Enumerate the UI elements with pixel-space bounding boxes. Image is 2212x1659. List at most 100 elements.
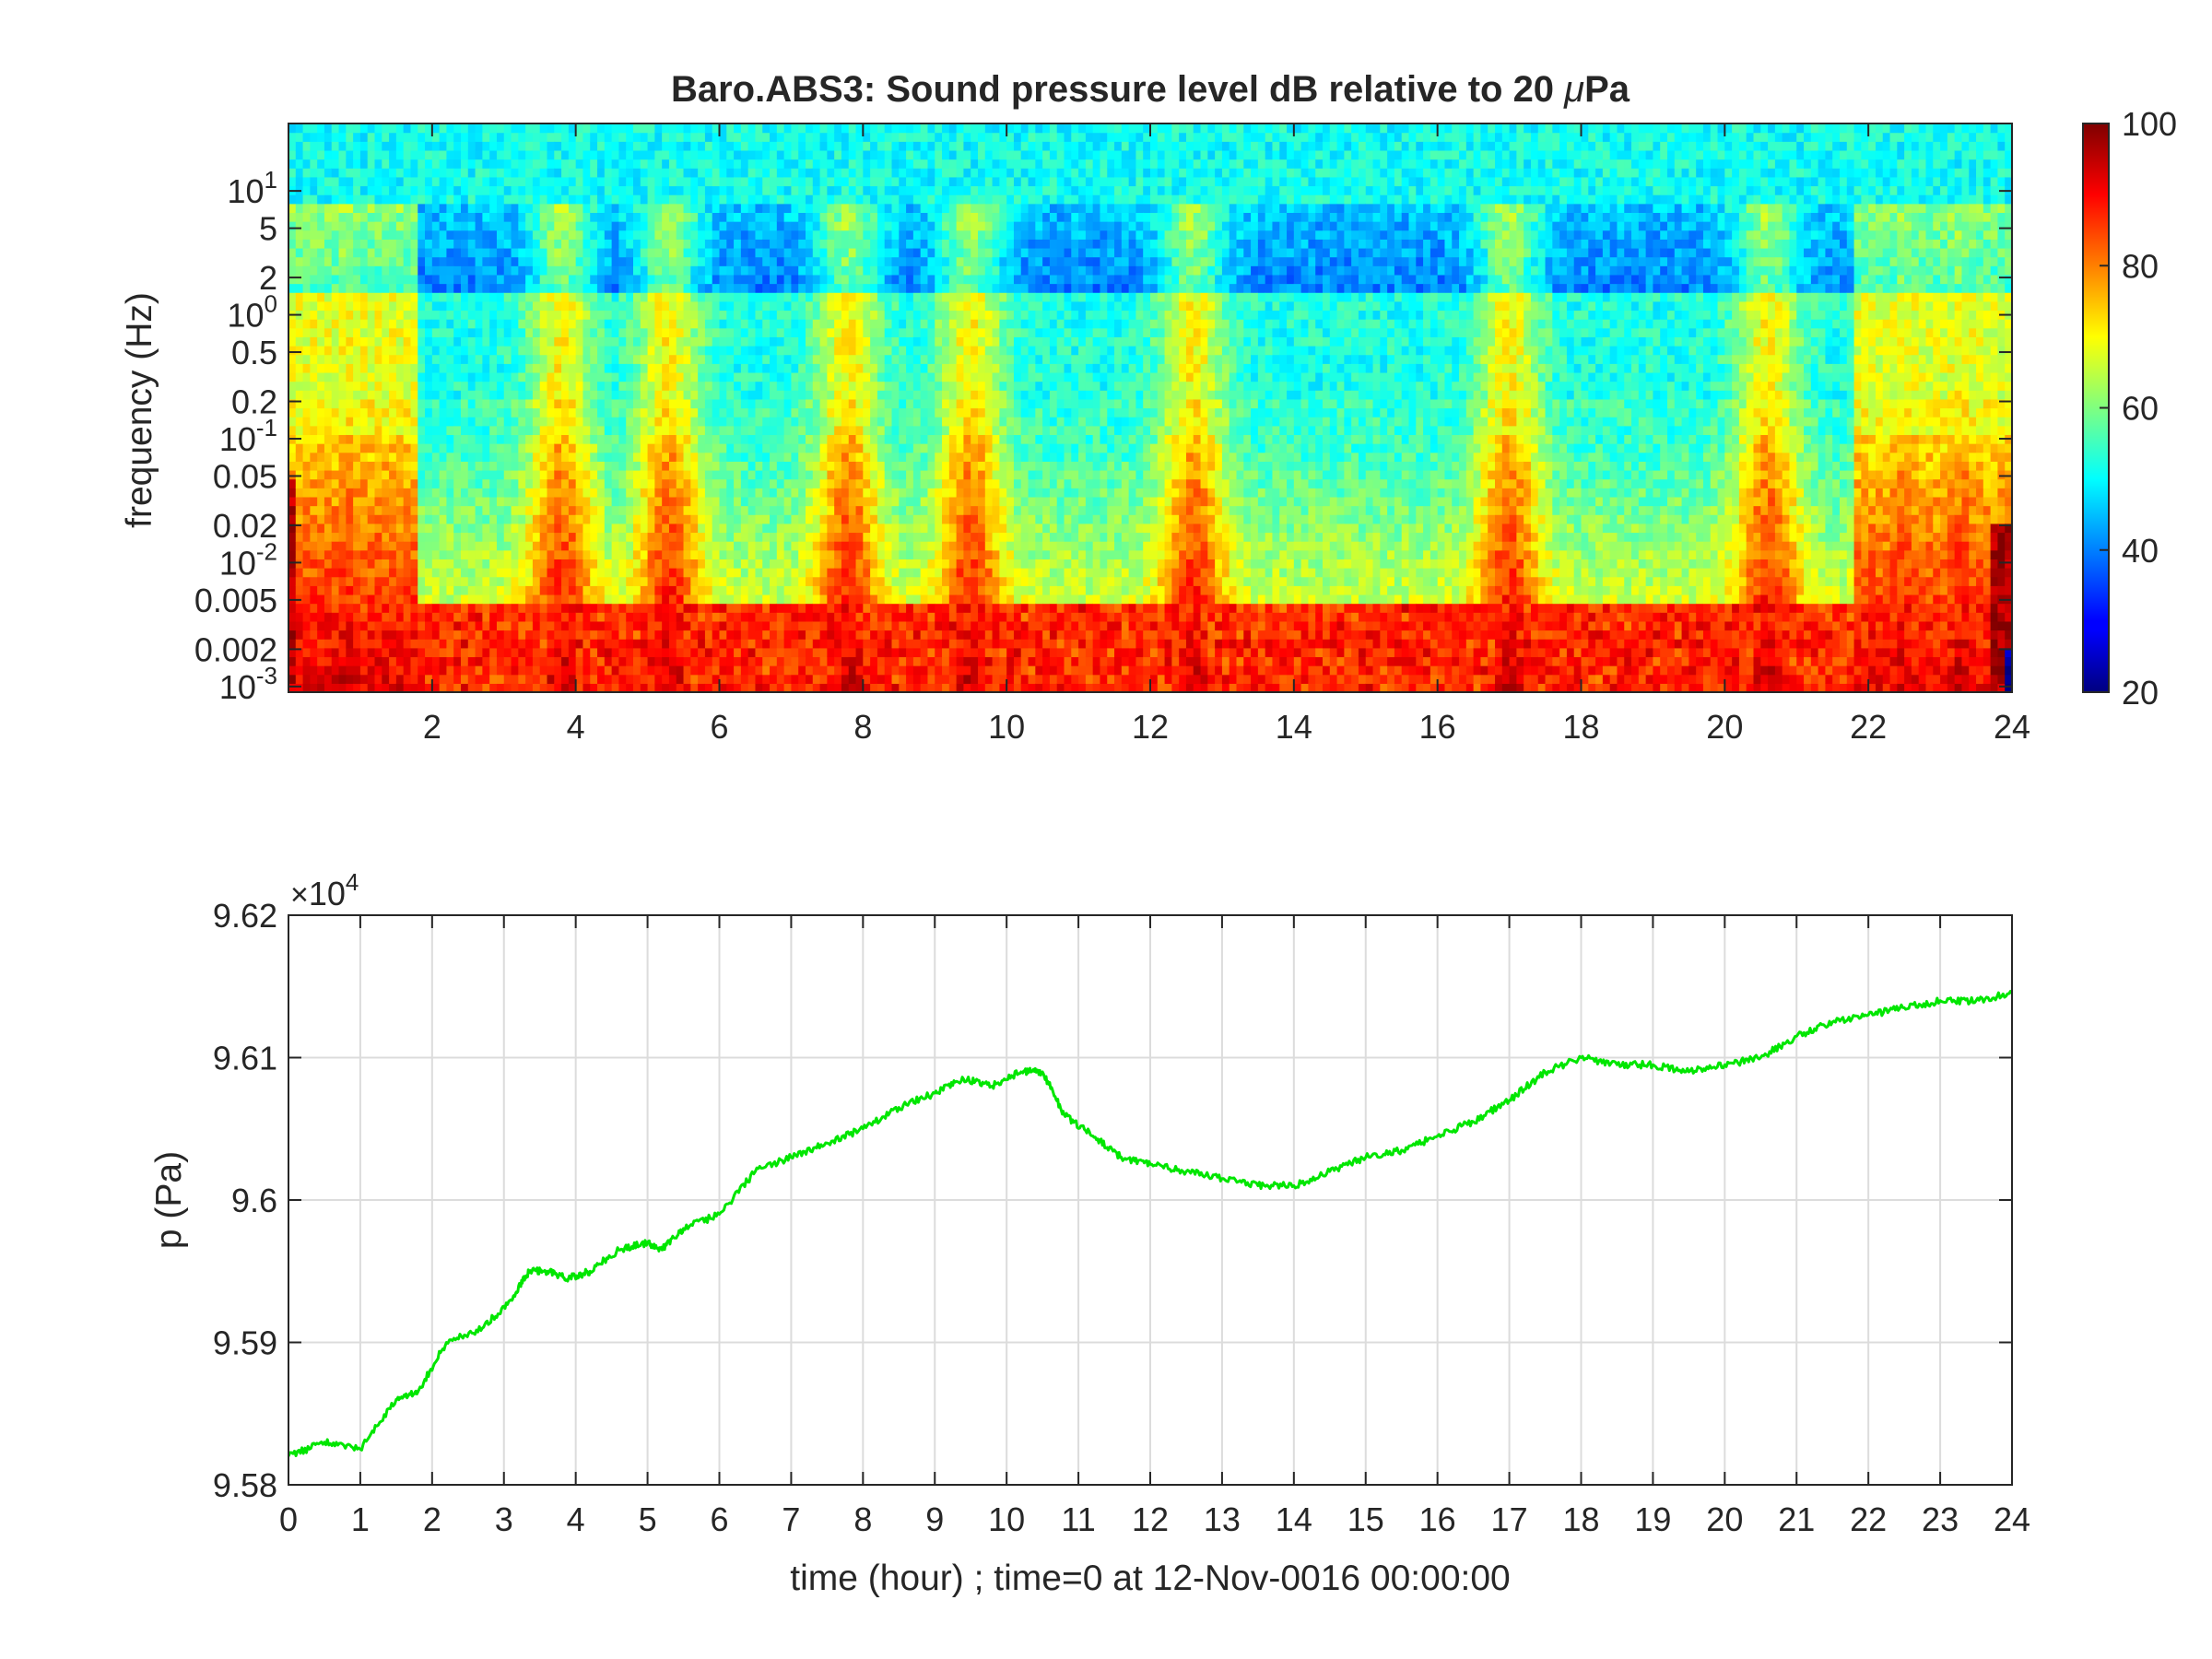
spectrogram-cell [762,488,771,498]
spectrogram-cell [338,568,347,578]
spectrogram-cell [755,469,763,480]
spectrogram-cell [776,346,785,356]
spectrogram-cell [604,212,613,222]
spectrogram-cell [582,274,591,285]
spectrogram-cell [726,310,735,320]
spectrogram-cell [676,149,685,160]
spectrogram-cell [288,221,297,231]
spectrogram-cell [467,247,477,258]
spectrogram-cell [496,300,505,312]
spectrogram-cell [712,398,721,409]
spectrogram-cell [539,354,548,364]
spectrogram-cell [812,149,821,160]
spectrogram-cell [511,541,519,551]
spectrogram-cell [841,656,850,666]
spectrogram-cell [374,310,382,320]
spectrogram-cell [676,434,685,444]
spectrogram-cell [776,478,785,488]
spectrogram-cell [662,568,670,578]
spectrogram-cell [834,683,842,692]
spectrogram-cell [547,239,555,249]
spectrogram-cell [367,425,376,436]
spectrogram-cell [547,319,555,329]
spectrogram-cell [662,194,670,205]
spectrogram-cell [359,132,369,142]
spectrogram-cell [324,656,333,666]
spectrogram-cell [331,656,340,666]
spectrogram-cell [590,239,598,249]
spectrogram-cell [633,665,641,676]
spectrogram-cell [604,417,613,427]
spectrogram-cell [425,568,433,578]
spectrogram-cell [518,620,526,631]
spectrogram-cell [295,549,304,559]
spectrogram-cell [640,434,649,444]
spectrogram-cell [302,478,311,488]
spectrogram-cell [525,568,534,578]
spectrogram-cell [611,212,620,222]
spectrogram-cell [704,371,713,382]
spectrogram-cell [726,300,735,312]
spectrogram-cell [302,247,311,258]
spectrogram-cell [827,398,835,409]
spectrogram-cell [518,390,526,400]
spectrogram-cell [704,336,713,347]
spectrogram-cell [338,212,347,222]
spectrogram-cell [359,149,369,160]
spectrogram-cell [503,390,512,400]
spectrogram-cell [841,292,850,302]
spectrogram-cell [353,656,361,666]
spectrogram-cell [353,141,361,151]
spectrogram-cell [712,390,721,400]
spectrogram-cell [633,647,641,658]
spectrogram-cell [626,283,634,293]
spectrogram-cell [403,549,412,559]
spectrogram-cell [611,346,620,356]
spectrogram-cell [547,176,555,187]
spectrogram-cell [819,594,828,605]
spectrogram-cell [604,141,613,151]
spectrogram-cell [834,594,842,605]
spectrogram-cell [425,541,433,551]
spectrogram-cell [425,159,433,169]
spectrogram-cell [317,656,325,666]
spectrogram-cell [295,176,304,187]
spectrogram-cell [654,443,663,453]
spectrogram-cell [317,674,325,684]
spectrogram-cell [827,346,835,356]
spectrogram-cell [834,247,842,258]
spectrogram-cell [295,612,304,622]
spectrogram-cell [798,194,806,205]
spectrogram-cell [418,665,426,676]
spectrogram-cell [590,247,598,258]
spectrogram-cell [626,310,634,320]
spectrogram-cell [331,185,340,195]
spectrogram-cell [770,505,778,515]
spectrogram-cell [827,434,835,444]
spectrogram-cell [382,665,390,676]
spectrogram-cell [704,354,713,364]
spectrogram-cell [712,629,721,640]
spectrogram-cell [496,505,505,515]
spectrogram-cell [712,149,721,160]
spectrogram-cell [317,568,325,578]
spectrogram-cell [547,612,555,622]
spectrogram-cell [353,336,361,347]
spectrogram-cell [654,568,663,578]
spectrogram-cell [288,656,297,666]
spectrogram-cell [310,221,318,231]
spectrogram-cell [618,256,627,266]
spectrogram-cell [712,452,721,462]
spectrogram-cell [431,568,441,578]
spectrogram-cell [783,683,793,692]
spectrogram-cell [389,559,397,569]
spectrogram-cell [525,478,534,488]
spectrogram-cell [554,346,562,356]
spectrogram-cell [762,319,771,329]
spectrogram-cell [295,141,304,151]
spectrogram-cell [446,425,454,436]
spectrogram-cell [496,620,505,631]
spectrogram-cell [475,398,483,409]
spectrogram-cell [640,559,649,569]
spectrogram-cell [755,319,763,329]
